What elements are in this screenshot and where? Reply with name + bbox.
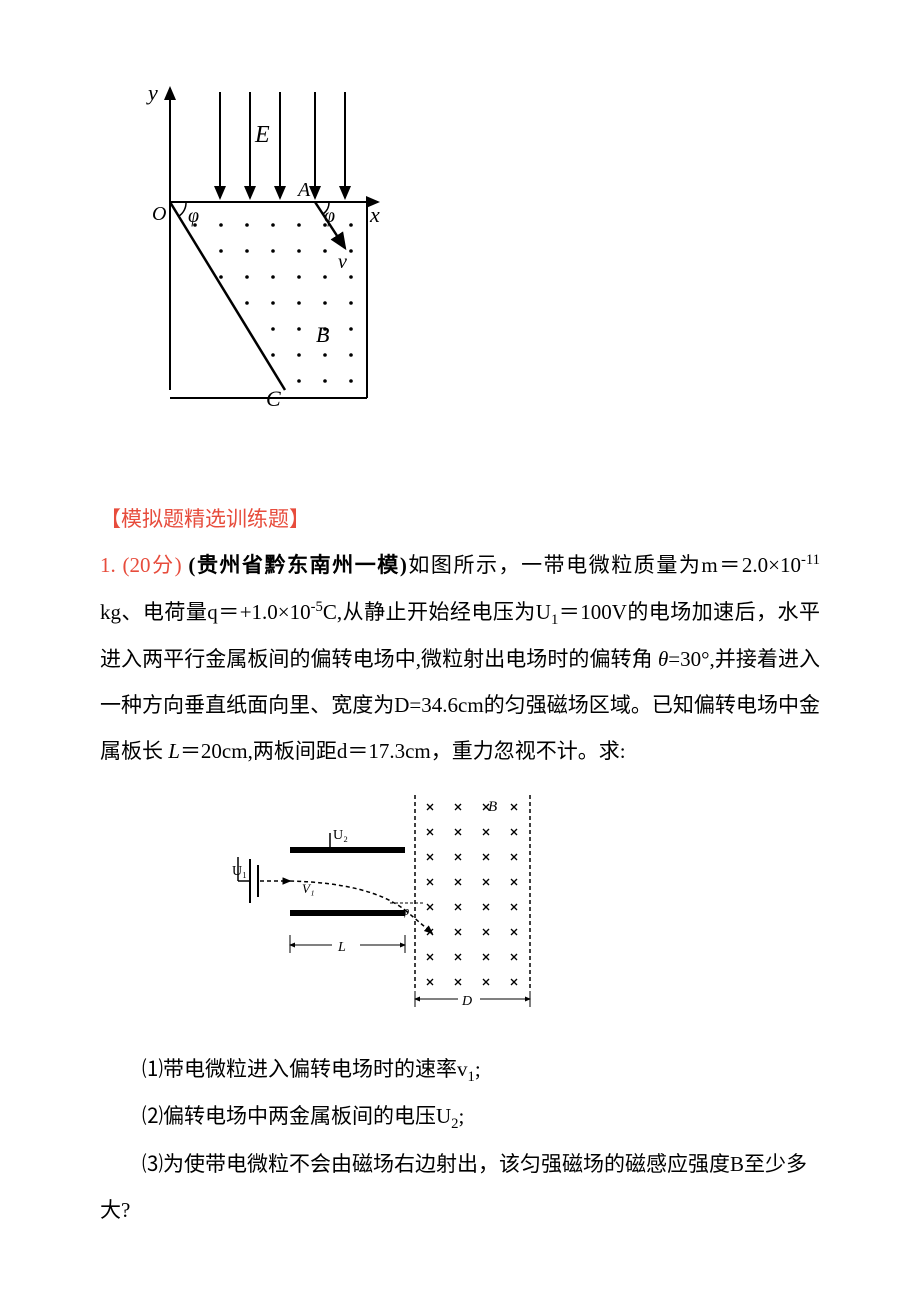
sq1-text-b: ; — [475, 1057, 481, 1081]
q1-text-3: C,从静止开始经电压为U — [323, 600, 551, 624]
q1-points: (20分) — [123, 553, 182, 577]
u2-label: U₂ — [333, 828, 348, 843]
phi-label: φ — [402, 903, 409, 918]
figure-coordinate-field: y x O E A B C φ φ v — [120, 80, 820, 426]
phi-right-label: φ — [324, 205, 335, 227]
point-a-label: A — [296, 179, 311, 201]
origin-label: O — [152, 203, 166, 225]
phi-left-label: φ — [188, 205, 199, 227]
dim-d-label: D — [461, 994, 472, 1009]
question-1-body: 1. (20分) (贵州省黔东南州一模)如图所示，一带电微粒质量为m＝2.0×1… — [100, 542, 820, 774]
top-plate — [290, 847, 405, 853]
b-label: B — [488, 799, 497, 815]
sq2-text-b: ; — [459, 1104, 465, 1128]
v-label: v — [338, 251, 347, 273]
figure-apparatus: U₁ U₂ V₁ φ B L D — [230, 785, 820, 1036]
sub-question-2: ⑵偏转电场中两金属板间的电压U2; — [100, 1093, 820, 1141]
v1-label: V₁ — [302, 881, 314, 896]
sq3-text: ⑶为使带电微粒不会由磁场右边射出，该匀强磁场的磁感应强度B至少多大? — [100, 1152, 807, 1222]
dim-l-label: L — [337, 940, 346, 955]
q1-number: 1. — [100, 553, 116, 577]
q1-source: (贵州省黔东南州一模) — [188, 553, 406, 577]
q1-text-2: kg、电荷量q＝+1.0×10 — [100, 600, 311, 624]
q1-exp-1: -11 — [801, 552, 820, 568]
section-header: 【模拟题精选训练题】 — [100, 496, 820, 542]
q1-text-6: ＝20cm,两板间距d＝17.3cm，重力忽视不计。求: — [180, 739, 626, 763]
x-axis-label: x — [369, 202, 380, 227]
point-c-label: C — [266, 386, 281, 410]
y-axis-label: y — [146, 80, 158, 105]
q1-L: L — [168, 739, 180, 763]
q1-text-1: 如图所示，一带电微粒质量为m＝2.0×10 — [407, 553, 801, 577]
line-oc — [170, 202, 285, 390]
sq2-text-a: ⑵偏转电场中两金属板间的电压U — [142, 1104, 451, 1128]
sub-question-3: ⑶为使带电微粒不会由磁场右边射出，该匀强磁场的磁感应强度B至少多大? — [100, 1141, 820, 1233]
efield-label: E — [254, 122, 270, 148]
sq2-sub: 2 — [451, 1117, 458, 1133]
sq1-sub: 1 — [468, 1069, 475, 1085]
diagram-top-svg: y x O E A B C φ φ v — [120, 80, 385, 410]
bottom-plate — [290, 910, 405, 916]
field-crosses — [427, 804, 517, 985]
efield-arrows — [220, 92, 345, 198]
diagram-mid-svg: U₁ U₂ V₁ φ B L D — [230, 785, 550, 1020]
sub-question-1: ⑴带电微粒进入偏转电场时的速率v1; — [100, 1046, 820, 1094]
q1-theta: θ — [658, 647, 668, 671]
phi-arc-left — [179, 202, 186, 216]
q1-exp-2: -5 — [311, 599, 323, 615]
u1-label: U₁ — [232, 864, 247, 879]
point-b-label: B — [316, 322, 329, 347]
field-dots — [193, 223, 353, 383]
sq1-text-a: ⑴带电微粒进入偏转电场时的速率v — [142, 1057, 468, 1081]
